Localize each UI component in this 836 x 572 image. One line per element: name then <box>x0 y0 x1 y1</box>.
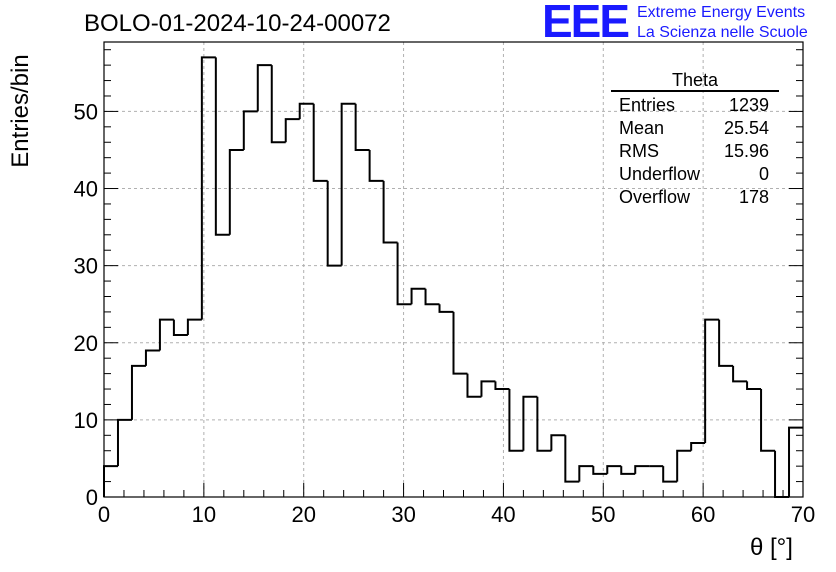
stats-value: 15.96 <box>723 141 769 161</box>
histogram-bin <box>690 442 706 451</box>
histogram-bin <box>116 418 132 467</box>
histogram-bin <box>536 396 552 452</box>
histogram-bin <box>284 118 300 143</box>
histogram-bin <box>312 103 328 182</box>
x-tick-label: 70 <box>791 502 815 527</box>
stats-row-underflow: Underflow 0 <box>611 163 779 186</box>
logo-caption-line1: Extreme Energy Events <box>637 4 806 21</box>
histogram-bin <box>158 318 174 351</box>
histogram-bin <box>172 319 188 337</box>
x-axis-label: θ [°] <box>750 534 793 561</box>
histogram-bin <box>550 434 566 451</box>
histogram-bin <box>186 318 202 336</box>
histogram-bin <box>662 466 678 483</box>
histogram-bins <box>103 56 803 498</box>
stats-key: Overflow <box>619 187 691 207</box>
histogram-bin <box>144 349 160 366</box>
stats-key: Mean <box>619 118 665 138</box>
histogram-bin <box>522 395 538 451</box>
y-tick-label: 20 <box>74 331 98 356</box>
histogram-bin <box>508 389 524 452</box>
histogram-bin <box>592 466 608 475</box>
histogram-bin <box>326 180 342 267</box>
stats-value: 178 <box>738 187 769 207</box>
stats-row-rms: RMS 15.96 <box>611 140 779 163</box>
plot-border <box>103 41 804 498</box>
histogram-bin <box>228 148 244 235</box>
stats-value: 1239 <box>728 95 769 115</box>
grid-lines <box>104 42 803 497</box>
histogram-bin <box>676 449 692 482</box>
x-tick-label: 50 <box>591 502 615 527</box>
x-tick-label: 30 <box>391 502 415 527</box>
stats-row-mean: Mean 25.54 <box>611 117 779 140</box>
axis-ticks <box>103 49 804 498</box>
histogram-bin <box>452 311 468 375</box>
histogram-bin <box>578 465 594 482</box>
histogram-bin <box>242 110 258 150</box>
histogram-bin <box>424 288 440 306</box>
stats-box: Theta Entries 1239 Mean 25.54 RMS 15.96 … <box>611 70 779 209</box>
y-tick-label: 10 <box>74 408 98 433</box>
histogram-bin <box>130 364 146 420</box>
histogram-bin <box>774 450 790 498</box>
histogram-bin <box>200 56 216 320</box>
y-axis-label: Entries/bin <box>7 54 34 168</box>
y-tick-label: 0 <box>86 485 98 510</box>
stats-key: Entries <box>619 95 676 115</box>
y-tick-label: 40 <box>74 177 98 202</box>
stats-key: RMS <box>619 141 659 161</box>
histogram-bin <box>368 149 384 182</box>
histogram-bin <box>410 287 426 305</box>
stats-title: Theta <box>611 70 779 92</box>
histogram-bin <box>340 102 356 266</box>
x-tick-label: 60 <box>691 502 715 527</box>
eee-logo: EEE Extreme Energy Events La Scienza nel… <box>542 0 832 47</box>
stats-key: Underflow <box>619 164 701 184</box>
x-tick-label: 40 <box>491 502 515 527</box>
histogram-bin <box>480 380 496 397</box>
histogram-bin <box>760 389 776 452</box>
histogram-bin <box>466 373 482 398</box>
y-tick-label: 50 <box>74 99 98 124</box>
histogram-bin <box>564 435 580 483</box>
axis-tick-labels: 0 10 20 30 40 50 60 70 0 10 20 30 40 50 <box>74 99 816 527</box>
stats-row-overflow: Overflow 178 <box>611 186 779 209</box>
histogram-bin <box>354 103 370 151</box>
x-tick-label: 20 <box>291 502 315 527</box>
histogram-bin <box>718 319 734 367</box>
eee-logo-letters: EEE <box>542 0 630 47</box>
logo-caption-line2: La Scienza nelle Scuole <box>637 24 808 41</box>
run-title: BOLO-01-2024-10-24-00072 <box>84 10 391 37</box>
histogram-bin <box>634 465 650 474</box>
histogram-bin <box>494 381 510 391</box>
plot-frame <box>103 41 804 498</box>
histogram-bin <box>704 318 720 444</box>
histogram-bin <box>746 381 762 391</box>
histogram-bin <box>606 465 622 474</box>
x-tick-label: 10 <box>192 502 216 527</box>
histogram-bin <box>788 426 803 497</box>
stats-value: 0 <box>758 164 769 184</box>
histogram-bin <box>620 466 636 475</box>
stats-row-entries: Entries 1239 <box>611 94 779 117</box>
histogram-bin <box>396 242 412 306</box>
histogram-bin <box>256 64 272 112</box>
histogram-bin <box>438 304 454 313</box>
stats-value: 25.54 <box>723 118 769 138</box>
histogram-bin <box>298 102 314 120</box>
histogram-bin <box>732 365 748 383</box>
x-tick-label: 0 <box>98 502 110 527</box>
histogram-bin <box>382 180 398 244</box>
histogram-bin <box>270 65 286 144</box>
histogram-bin <box>214 57 230 236</box>
y-tick-label: 30 <box>74 254 98 279</box>
